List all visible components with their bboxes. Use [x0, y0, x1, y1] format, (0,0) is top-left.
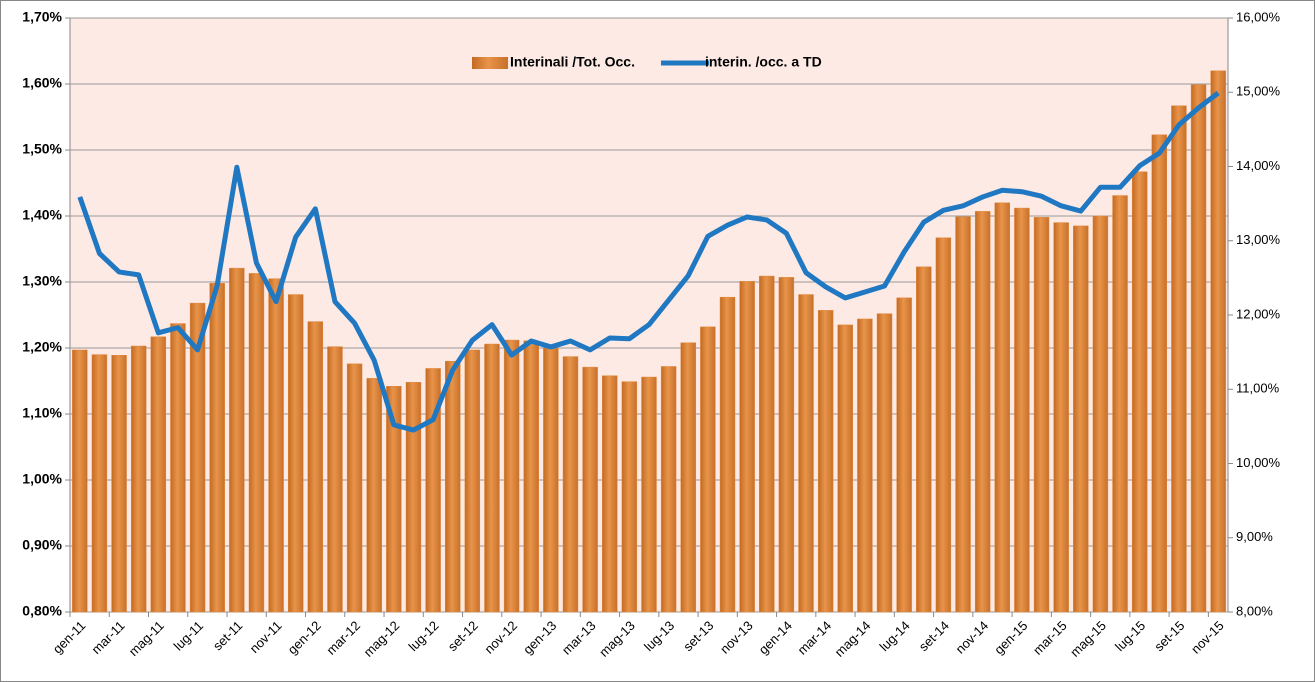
y-tick-label: 1,40%	[22, 207, 62, 223]
y-tick-label: 1,50%	[22, 141, 62, 157]
bar	[1112, 195, 1128, 613]
y-tick-label: 1,00%	[22, 471, 62, 487]
bar	[366, 378, 382, 613]
bar	[817, 310, 834, 613]
bar	[641, 376, 657, 613]
bar	[955, 216, 971, 613]
bar	[562, 356, 579, 613]
y-tick-label: 1,20%	[22, 339, 62, 355]
legend-swatch	[472, 57, 508, 69]
bar	[543, 347, 559, 613]
bar	[778, 277, 795, 613]
bar	[288, 294, 304, 613]
legend-label: interin. /occ. a TD	[705, 54, 822, 70]
bar	[248, 273, 265, 613]
bar	[503, 339, 520, 613]
bar	[1053, 222, 1069, 613]
bar	[1151, 134, 1168, 613]
bar	[1014, 207, 1030, 613]
bar	[386, 386, 402, 613]
y2-tick-label: 16,00%	[1236, 9, 1281, 24]
y2-tick-label: 12,00%	[1236, 306, 1281, 321]
bar	[700, 326, 716, 613]
y2-tick-label: 14,00%	[1236, 158, 1281, 173]
bar	[602, 375, 618, 613]
bar	[1171, 105, 1187, 613]
bar	[974, 211, 991, 613]
y2-tick-label: 11,00%	[1236, 381, 1280, 396]
bar	[405, 382, 422, 613]
y2-tick-label: 9,00%	[1236, 529, 1273, 544]
bar	[130, 345, 147, 613]
bar	[346, 363, 363, 613]
y2-tick-label: 8,00%	[1236, 603, 1273, 618]
y2-tick-label: 13,00%	[1236, 232, 1281, 247]
bar	[523, 340, 539, 613]
bar	[91, 354, 108, 613]
bar	[916, 266, 932, 613]
bar	[209, 283, 225, 613]
bar	[857, 318, 873, 613]
bar	[484, 343, 500, 613]
y-tick-label: 0,80%	[22, 603, 62, 619]
bar	[680, 342, 696, 613]
y-tick-label: 1,60%	[22, 75, 62, 91]
bar	[798, 294, 814, 613]
bar	[660, 366, 677, 613]
bar	[582, 366, 598, 613]
bar	[189, 302, 206, 613]
bar	[759, 275, 775, 613]
bar	[170, 323, 186, 613]
bar	[621, 381, 638, 613]
bar	[1190, 84, 1207, 613]
y-tick-label: 1,30%	[22, 273, 62, 289]
bar	[268, 278, 284, 613]
bar	[739, 281, 755, 613]
bar	[307, 321, 324, 613]
bar	[1210, 70, 1226, 613]
bar	[111, 355, 127, 613]
bar	[837, 324, 853, 613]
bar	[425, 368, 441, 613]
bar	[1073, 225, 1089, 613]
bar	[1092, 215, 1109, 613]
bar	[876, 313, 893, 613]
bar	[464, 349, 481, 613]
bar	[896, 297, 912, 613]
y2-tick-label: 10,00%	[1236, 455, 1281, 470]
line	[77, 90, 1220, 433]
y-tick-label: 0,90%	[22, 537, 62, 553]
bar	[150, 336, 167, 613]
bar	[994, 202, 1010, 613]
bar	[72, 349, 88, 613]
bar	[1131, 171, 1148, 613]
bar	[445, 360, 461, 613]
y-tick-label: 1,70%	[22, 9, 62, 25]
y-tick-label: 1,10%	[22, 405, 62, 421]
bar	[327, 346, 343, 613]
bar	[229, 267, 245, 613]
bar	[935, 237, 952, 613]
y2-tick-label: 15,00%	[1236, 84, 1281, 99]
bar	[1033, 217, 1050, 613]
legend-label: Interinali /Tot. Occ.	[510, 54, 635, 70]
bar	[719, 296, 736, 613]
